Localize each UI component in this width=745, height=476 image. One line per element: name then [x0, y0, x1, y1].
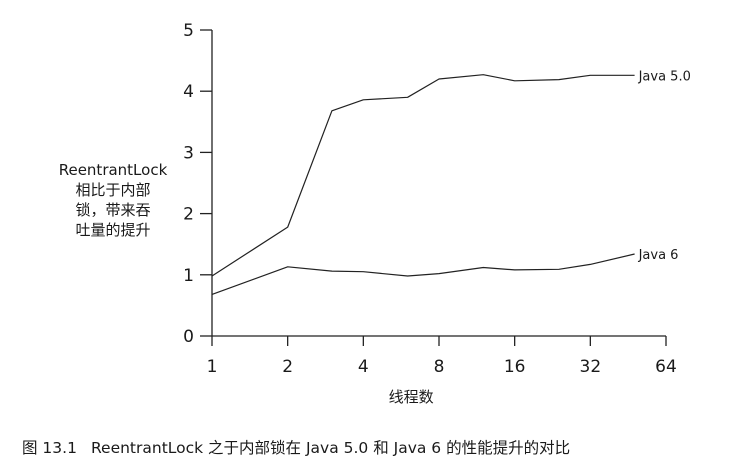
x-tick-label: 1 [207, 357, 218, 377]
y-tick-label: 2 [183, 205, 194, 225]
x-tick-label: 2 [282, 357, 293, 377]
y-tick-label: 5 [183, 21, 194, 41]
y-tick-label: 4 [183, 82, 194, 102]
x-tick-label: 64 [655, 357, 677, 377]
series-line [211, 74, 635, 277]
y-axis-label-line: ReentrantLock [58, 161, 168, 179]
x-axis-label: 线程数 [389, 388, 434, 406]
figure-caption-text: ReentrantLock 之于内部锁在 Java 5.0 和 Java 6 的… [90, 439, 571, 457]
x-tick-label: 32 [580, 357, 602, 377]
y-axis-label-line: 吐量的提升 [75, 221, 151, 239]
y-axis-label-line: 相比于内部 [75, 181, 151, 199]
y-tick-label: 0 [183, 327, 194, 347]
y-tick-label: 1 [183, 266, 194, 286]
series-group: Java 5.0 Java 6 [211, 69, 691, 295]
series-label: Java 6 [638, 248, 679, 263]
series-label: Java 5.0 [638, 69, 691, 84]
x-tick-label: 8 [434, 357, 445, 377]
series-line [211, 253, 635, 295]
y-tick-label: 3 [183, 143, 194, 163]
figure-number: 图 13.1 [22, 439, 77, 457]
y-axis-label-line: 锁，带来吞 [75, 201, 151, 219]
figure-caption: 图 13.1 ReentrantLock 之于内部锁在 Java 5.0 和 Ja… [22, 436, 570, 458]
y-axis-label: ReentrantLock 相比于内部 锁，带来吞 吐量的提升 [48, 160, 178, 240]
x-tick-label: 4 [358, 357, 369, 377]
x-tick-label: 16 [504, 357, 526, 377]
